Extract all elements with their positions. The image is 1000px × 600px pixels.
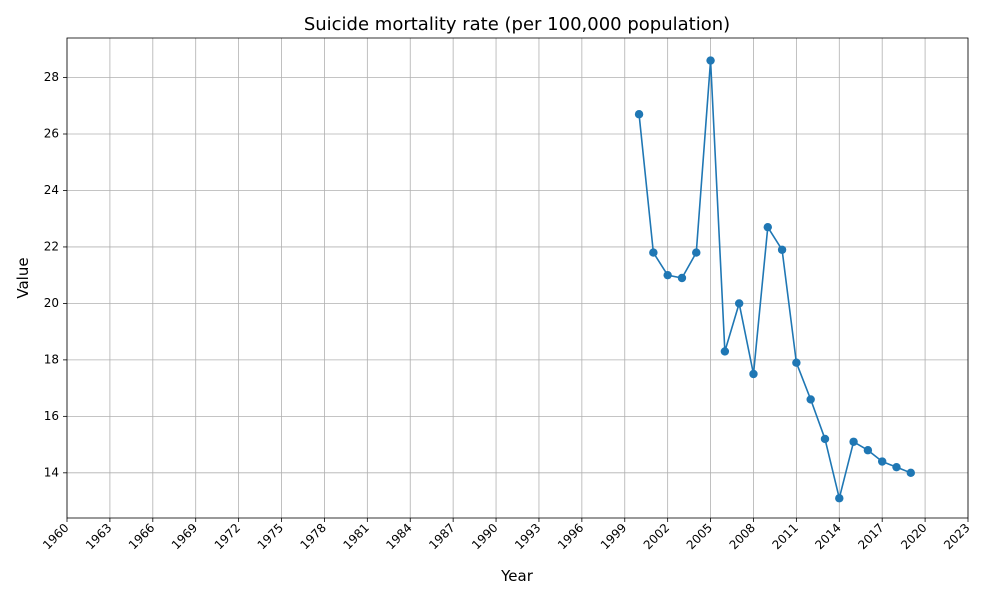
y-tick-label: 22 — [44, 239, 59, 253]
data-point — [634, 110, 644, 119]
chart-title: Suicide mortality rate (per 100,000 popu… — [304, 14, 730, 35]
x-tick-label: 1993 — [512, 521, 543, 552]
x-tick-label: 2017 — [855, 521, 886, 552]
y-tick-label: 26 — [44, 127, 59, 141]
x-tick-label: 1975 — [255, 521, 286, 552]
plot-area — [66, 37, 969, 519]
x-tick-label: 1960 — [40, 521, 71, 552]
x-tick-label: 2023 — [941, 521, 972, 552]
data-point — [806, 395, 815, 404]
x-tick-label: 2002 — [641, 521, 672, 552]
x-tick-label: 1963 — [83, 521, 114, 552]
data-point — [892, 462, 901, 472]
x-tick-label: 1981 — [340, 521, 371, 552]
data-point — [792, 358, 801, 367]
y-tick-label: 24 — [44, 183, 59, 197]
x-tick-label: 1966 — [126, 521, 157, 552]
x-tick-label: 1990 — [469, 521, 500, 552]
y-tick-label: 18 — [44, 352, 59, 366]
grid-layer — [66, 38, 969, 518]
data-point — [877, 457, 887, 466]
x-tick-label: 1978 — [298, 521, 329, 552]
x-tick-label: 1987 — [426, 521, 457, 552]
y-tick-label: 28 — [44, 70, 59, 84]
data-point — [692, 248, 701, 257]
data-point — [863, 446, 873, 455]
data-point — [763, 222, 772, 232]
data-point — [720, 347, 730, 356]
x-tick-label: 1972 — [212, 521, 243, 552]
x-tick-label: 1984 — [383, 521, 414, 552]
x-tick-label: 2011 — [769, 521, 800, 552]
x-tick-label: 2008 — [727, 521, 758, 552]
data-point — [734, 299, 744, 308]
x-tick-label: 2005 — [684, 521, 715, 552]
data-point — [706, 56, 715, 65]
data-point — [749, 369, 758, 379]
x-tick-label: 2020 — [898, 521, 929, 552]
x-tick-label: 1999 — [598, 521, 629, 552]
y-tick-label: 14 — [44, 465, 59, 479]
y-axis-label: Value — [14, 257, 32, 298]
x-axis-label: Year — [500, 567, 534, 585]
data-point — [820, 434, 830, 444]
data-point — [663, 270, 672, 280]
y-tick-label: 20 — [44, 296, 59, 310]
data-point — [906, 468, 915, 478]
tick-layer: 1960 1963 1966 1969 1972 1975 1978 1981 1984 1987… — [40, 70, 972, 552]
data-point — [849, 437, 858, 446]
series-layer — [634, 56, 915, 503]
x-tick-label: 1996 — [555, 521, 586, 552]
y-tick-label: 16 — [44, 409, 59, 423]
data-point — [835, 494, 844, 503]
x-tick-label: 2014 — [812, 521, 843, 552]
x-tick-label: 1969 — [169, 521, 200, 552]
data-point — [649, 248, 658, 257]
data-point — [677, 273, 687, 283]
data-point — [777, 245, 787, 254]
